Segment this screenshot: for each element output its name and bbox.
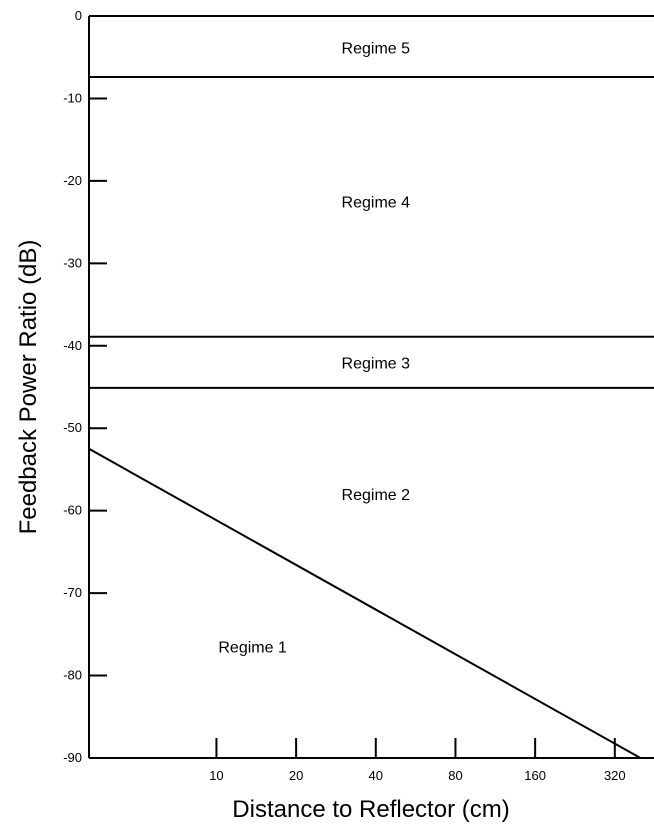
x-tick-label: 320 — [604, 768, 626, 783]
x-tick-label: 10 — [209, 768, 223, 783]
y-tick-label: -70 — [63, 585, 82, 600]
y-tick-label: 0 — [75, 8, 82, 23]
y-tick-label: -30 — [63, 255, 82, 270]
region-label: Regime 3 — [342, 355, 411, 372]
y-tick-label: -90 — [63, 750, 82, 765]
region-label: Regime 2 — [342, 487, 411, 504]
y-tick-label: -60 — [63, 503, 82, 518]
y-tick-label: -80 — [63, 668, 82, 683]
y-axis-title: Feedback Power Ratio (dB) — [15, 240, 42, 535]
y-tick-label: -40 — [63, 338, 82, 353]
y-tick-label: -10 — [63, 90, 82, 105]
x-axis: 10 20 40 80 160 320 — [89, 738, 654, 783]
x-tick-label: 40 — [369, 768, 383, 783]
plot-lines — [88, 15, 654, 759]
region-labels: Regime 5 Regime 4 Regime 3 Regime 2 Regime 1 — [218, 40, 410, 656]
region-label: Regime 1 — [218, 640, 287, 657]
regime-1-2-boundary-line — [88, 447, 641, 759]
x-tick-label: 20 — [289, 768, 303, 783]
y-tick-label: -50 — [63, 420, 82, 435]
y-axis: 0 -10 -20 -30 -40 -50 -60 -70 -80 -90 — [63, 8, 107, 765]
x-tick-label: 160 — [524, 768, 546, 783]
region-label: Regime 4 — [342, 195, 411, 212]
y-tick-label: -20 — [63, 173, 82, 188]
region-label: Regime 5 — [342, 40, 411, 57]
x-axis-title: Distance to Reflector (cm) — [232, 796, 509, 823]
x-tick-label: 80 — [448, 768, 462, 783]
